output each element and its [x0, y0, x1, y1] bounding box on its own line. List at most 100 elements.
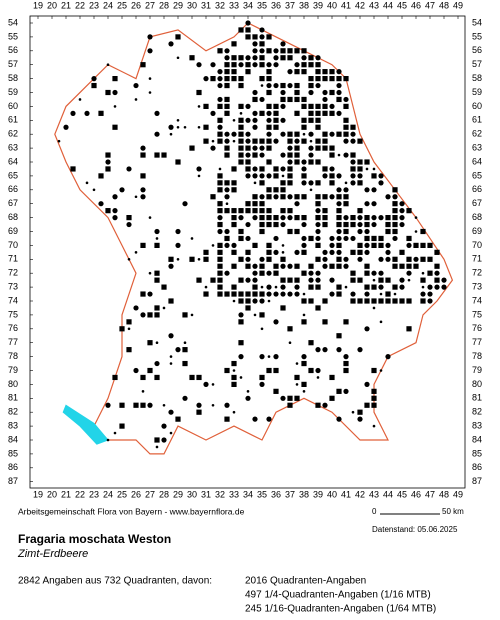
row-label: 66 — [472, 184, 482, 194]
column-label: 22 — [75, 489, 85, 499]
record-square — [315, 110, 321, 116]
record-small — [176, 119, 180, 122]
record-square — [105, 166, 111, 172]
record-dot — [175, 242, 181, 248]
record-square — [140, 152, 146, 158]
record-square — [385, 298, 391, 304]
row-label: 82 — [8, 407, 18, 417]
record-dot — [224, 402, 230, 408]
record-square — [350, 166, 356, 172]
record-dot — [168, 41, 174, 47]
record-square — [329, 145, 335, 151]
record-small — [92, 188, 96, 192]
row-label: 72 — [472, 268, 482, 278]
record-square — [301, 381, 307, 387]
record-square — [182, 312, 188, 318]
column-label: 28 — [159, 0, 169, 10]
record-small — [78, 98, 82, 101]
record-square — [322, 131, 328, 137]
record-square — [371, 235, 377, 242]
scale-start: 0 — [372, 507, 377, 516]
record-dot — [427, 284, 433, 290]
record-square — [364, 263, 370, 269]
record-square — [203, 291, 209, 297]
column-label: 40 — [327, 0, 337, 10]
column-label: 19 — [33, 489, 43, 499]
record-square — [308, 159, 314, 165]
record-square — [217, 270, 223, 276]
column-label: 47 — [425, 0, 435, 10]
record-small — [134, 195, 138, 199]
record-square — [224, 145, 230, 151]
row-label: 68 — [8, 212, 18, 222]
record-square — [350, 270, 356, 276]
record-square — [322, 76, 328, 82]
record-dot — [378, 215, 384, 221]
record-square — [238, 340, 244, 346]
record-square — [196, 374, 202, 381]
record-dot — [245, 221, 251, 228]
record-small — [155, 237, 159, 240]
record-square — [259, 221, 265, 228]
record-square — [189, 145, 195, 151]
record-dot — [343, 215, 349, 221]
column-label: 24 — [103, 489, 113, 499]
record-dot — [357, 347, 363, 353]
record-square — [126, 347, 132, 353]
column-label: 45 — [397, 489, 407, 499]
record-square — [343, 360, 349, 367]
record-dot — [98, 201, 104, 207]
record-dot — [259, 152, 265, 158]
record-square — [343, 131, 349, 137]
record-square — [315, 124, 321, 130]
record-square — [217, 221, 223, 228]
record-dot — [245, 256, 251, 262]
record-square — [70, 166, 76, 172]
record-square — [399, 263, 405, 269]
record-square — [140, 291, 146, 297]
record-small — [134, 98, 138, 101]
record-dot — [336, 249, 342, 255]
record-square — [385, 228, 391, 235]
record-square — [105, 208, 111, 214]
record-small — [309, 139, 313, 143]
column-label: 46 — [411, 0, 421, 10]
record-dot — [245, 103, 251, 109]
record-dot — [364, 242, 370, 248]
record-dot — [385, 256, 391, 262]
record-dot — [259, 298, 265, 304]
row-label: 85 — [8, 448, 18, 458]
row-label: 83 — [472, 420, 482, 430]
record-dot — [280, 41, 286, 47]
record-dot — [280, 395, 286, 401]
record-dot — [343, 263, 349, 269]
record-square — [308, 62, 314, 68]
record-square — [259, 270, 265, 276]
record-square — [140, 242, 146, 248]
record-square — [224, 235, 230, 242]
column-label: 31 — [201, 489, 211, 499]
record-square — [252, 201, 258, 207]
record-small — [211, 403, 215, 407]
record-square — [294, 110, 300, 116]
record-dot — [308, 152, 314, 158]
record-square — [336, 388, 342, 394]
record-dot — [203, 76, 209, 82]
record-dot — [168, 409, 174, 415]
record-square — [315, 215, 321, 221]
record-dot — [112, 208, 118, 214]
record-dot — [273, 62, 279, 68]
record-dot — [350, 131, 356, 137]
record-square — [273, 270, 279, 276]
record-square — [224, 152, 230, 158]
record-small — [148, 216, 152, 219]
record-dot — [217, 69, 223, 75]
record-square — [399, 298, 405, 304]
record-dot — [343, 138, 349, 144]
record-dot — [329, 291, 335, 297]
record-square — [364, 270, 370, 276]
column-label: 29 — [173, 489, 183, 499]
column-label: 27 — [145, 489, 155, 499]
record-square — [266, 249, 272, 255]
